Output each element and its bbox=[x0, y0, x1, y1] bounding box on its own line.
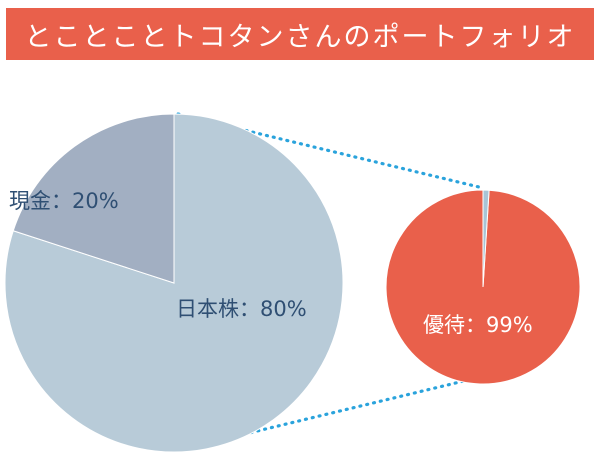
slice-label-benefits: 優待：99% bbox=[423, 313, 533, 337]
main-pie-slice-0 bbox=[4, 113, 344, 453]
main-pie-slice-1 bbox=[12, 113, 175, 284]
slice-label-japan-stocks: 日本株：80% bbox=[176, 297, 307, 321]
main-pie bbox=[4, 113, 344, 453]
title-banner: とことことトコタンさんのポートフォリオ bbox=[6, 8, 594, 60]
connector-line-top bbox=[176, 112, 485, 190]
sub-pie bbox=[385, 189, 581, 385]
sub-pie-slice-1 bbox=[482, 189, 490, 288]
chart-title: とことことトコタンさんのポートフォリオ bbox=[24, 21, 576, 53]
slice-label-cash: 現金：20% bbox=[9, 189, 119, 213]
